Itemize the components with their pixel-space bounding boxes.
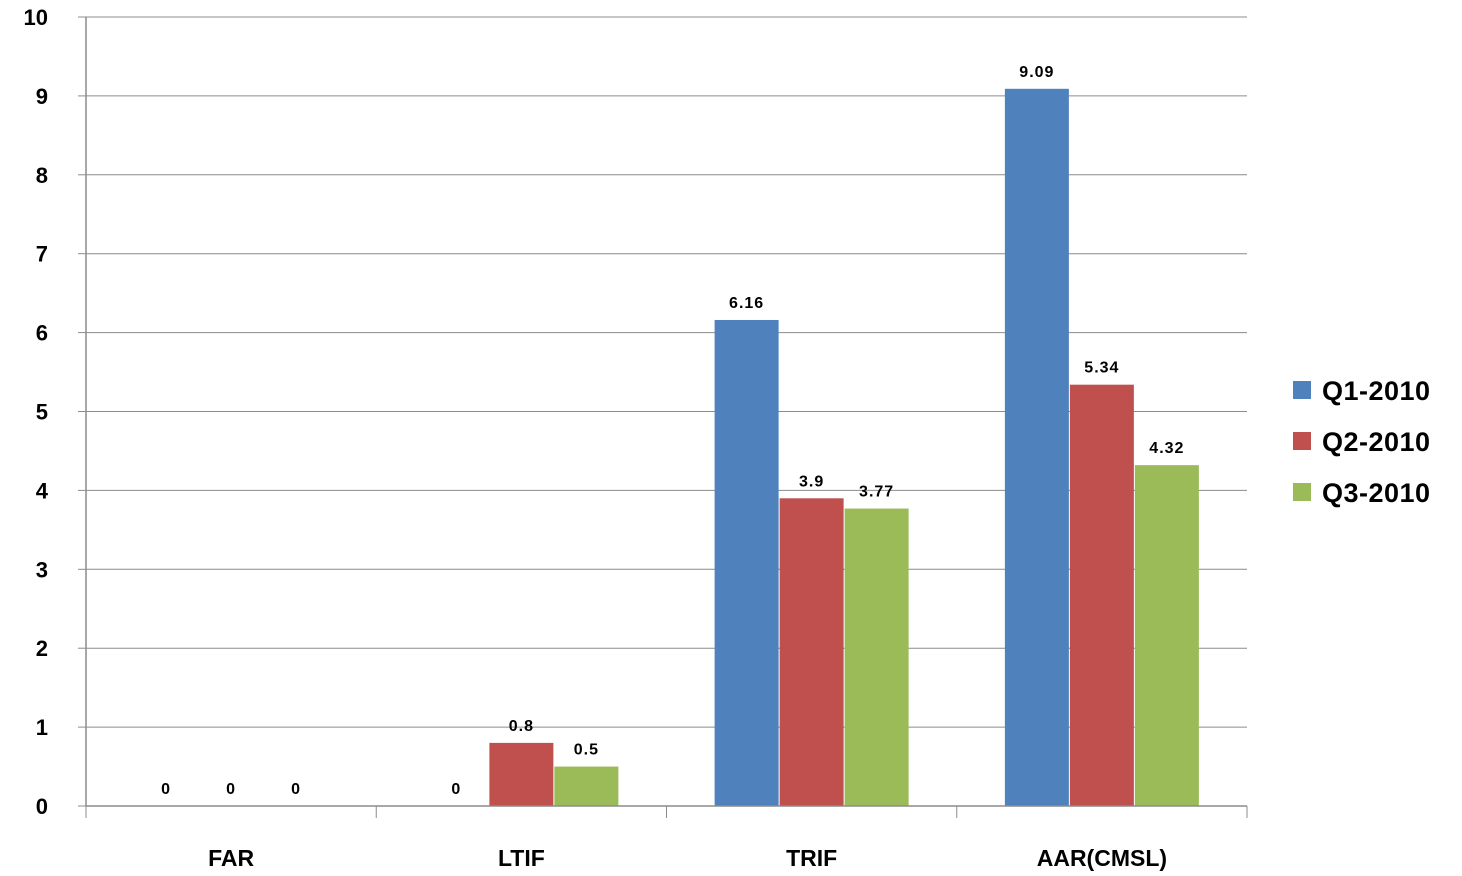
- data-label: 4.32: [1149, 440, 1184, 457]
- y-tick-label: 7: [36, 242, 48, 267]
- data-label: 0.5: [574, 742, 599, 759]
- data-label: 5.34: [1084, 360, 1119, 377]
- legend-label: Q1-2010: [1322, 376, 1431, 406]
- y-tick-label: 8: [36, 163, 48, 188]
- bar-q1-2010-aar-cmsl-: [1004, 88, 1069, 806]
- legend-swatch: [1293, 381, 1311, 399]
- x-category-label: LTIF: [498, 845, 545, 871]
- data-label: 9.09: [1019, 64, 1054, 81]
- y-tick-label: 0: [36, 794, 48, 819]
- data-label: 0: [161, 781, 171, 798]
- bar-q2-2010-aar-cmsl-: [1069, 384, 1134, 806]
- data-label: 0: [451, 781, 461, 798]
- legend-label: Q2-2010: [1322, 427, 1431, 457]
- bar-q2-2010-ltif: [489, 742, 554, 806]
- data-label: 3.77: [859, 484, 894, 501]
- y-tick-label: 1: [36, 715, 48, 740]
- bar-q3-2010-aar-cmsl-: [1134, 465, 1199, 806]
- bar-q2-2010-trif: [779, 498, 844, 806]
- bars: [489, 88, 1199, 806]
- x-category-label: FAR: [208, 845, 254, 871]
- data-label: 0: [226, 781, 236, 798]
- gridlines: [86, 16, 1247, 728]
- y-tick-label: 10: [24, 5, 48, 30]
- bar-q1-2010-trif: [714, 319, 779, 806]
- legend: Q1-2010 Q2-2010 Q3-2010: [1293, 376, 1431, 508]
- data-label: 0.8: [509, 718, 534, 735]
- y-tick-label: 6: [36, 321, 48, 346]
- legend-swatch: [1293, 432, 1311, 450]
- data-labels: 0 0 0 0 0.8 0.5 6.16 3.9 3.77 9.09 5.34 4.32: [161, 64, 1184, 798]
- y-tick-label: 2: [36, 636, 48, 661]
- y-tick-label: 4: [36, 478, 49, 503]
- legend-label: Q3-2010: [1322, 478, 1431, 508]
- x-category-label: AAR(CMSL): [1037, 845, 1167, 871]
- data-label: 0: [291, 781, 301, 798]
- x-category-label: TRIF: [786, 845, 837, 871]
- data-label: 3.9: [799, 473, 824, 490]
- legend-swatch: [1293, 483, 1311, 501]
- y-tick-label: 5: [36, 400, 48, 425]
- bar-q3-2010-trif: [844, 508, 909, 806]
- y-tick-label: 9: [36, 84, 48, 109]
- data-label: 6.16: [729, 295, 764, 312]
- y-tick-label: 3: [36, 557, 48, 582]
- bar-q3-2010-ltif: [554, 766, 619, 806]
- axes: 0 1 2 3 4 5 6 7 8 9 10 FAR LTIF TRIF AAR(CMSL): [24, 5, 1248, 871]
